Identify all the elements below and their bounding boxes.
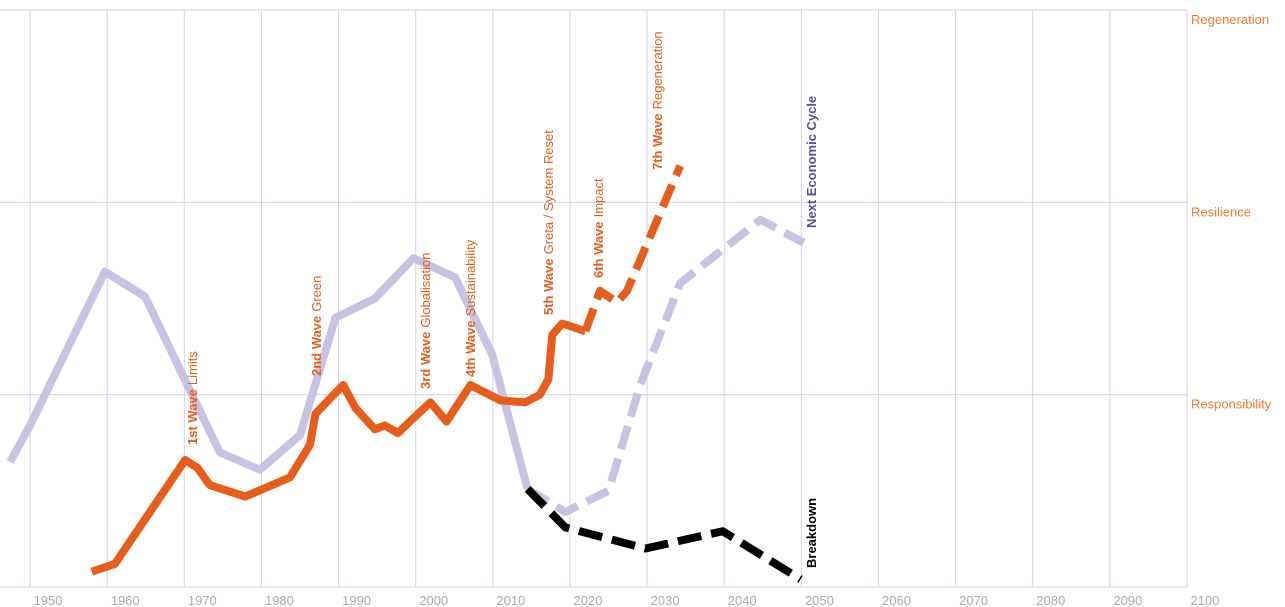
series-line [524, 486, 803, 583]
annotation: 6th Wave Impact [591, 178, 606, 278]
annotation-bold: 4th Wave [463, 320, 478, 377]
series-line [90, 319, 587, 576]
x-tick-label: 2020 [574, 593, 603, 607]
x-tick-label: 2050 [805, 593, 834, 607]
x-tick-label: 1960 [111, 593, 140, 607]
annotation-bold: 7th Wave [650, 113, 665, 170]
annotation: 5th Wave Greta / System Reset [541, 130, 556, 315]
x-tick-label: 1950 [34, 593, 63, 607]
annotation-text: Green [309, 276, 324, 312]
annotation-bold: 1st Wave [185, 389, 200, 445]
annotation-text: Impact [591, 178, 606, 217]
y-tick-label: Resilience [1191, 204, 1251, 219]
annotation-text: Sustainability [463, 239, 478, 316]
annotation-text: Regeneration [650, 31, 665, 109]
x-tick-label: 2070 [959, 593, 988, 607]
annotation: 3rd Wave Globalisation [418, 253, 433, 389]
x-tick-label: 2090 [1113, 593, 1142, 607]
y-tick-label: Responsibility [1191, 397, 1272, 412]
x-tick-label: 1980 [265, 593, 294, 607]
annotation-bold: Breakdown [804, 498, 819, 568]
series-line [6, 254, 532, 490]
annotation: Next Economic Cycle [804, 96, 819, 228]
x-tick-label: 2080 [1036, 593, 1065, 607]
x-tick-label: 1990 [342, 593, 371, 607]
annotation-bold: 2nd Wave [309, 316, 324, 376]
annotation-text: Limits [185, 351, 200, 385]
x-tick-label: 2040 [728, 593, 757, 607]
annotation-bold: 6th Wave [591, 221, 606, 278]
annotation: 4th Wave Sustainability [463, 239, 478, 377]
x-tick-label: 2100 [1191, 593, 1220, 607]
annotation-text: Globalisation [418, 253, 433, 328]
annotation: 7th Wave Regeneration [650, 31, 665, 170]
annotation-bold: 5th Wave [541, 258, 556, 315]
annotation-bold: 3rd Wave [418, 332, 433, 389]
series-line [581, 164, 684, 333]
x-tick-label: 2030 [651, 593, 680, 607]
annotation-text: Greta / System Reset [541, 130, 556, 255]
annotation: 2nd Wave Green [309, 276, 324, 376]
x-tick-label: 2060 [882, 593, 911, 607]
annotation: Breakdown [804, 498, 819, 568]
x-tick-label: 2010 [496, 593, 525, 607]
y-tick-label: Regeneration [1191, 12, 1269, 27]
series-line [525, 215, 806, 516]
annotation: 1st Wave Limits [185, 351, 200, 445]
annotation-bold: Next Economic Cycle [804, 96, 819, 228]
x-tick-label: 1970 [188, 593, 217, 607]
x-tick-label: 2000 [419, 593, 448, 607]
